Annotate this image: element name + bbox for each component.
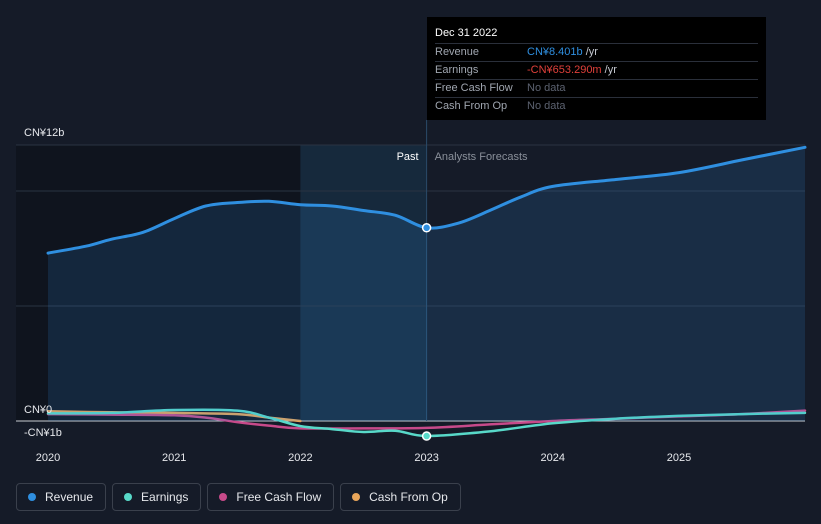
tooltip-row-unit: /yr	[582, 46, 598, 58]
x-tick-label: 2022	[288, 452, 312, 464]
tooltip-row-revenue: Revenue CN¥8.401b /yr	[435, 43, 758, 61]
legend-dot-icon	[219, 493, 228, 501]
tooltip-row-label: Cash From Op	[435, 100, 508, 112]
tooltip-row-label: Free Cash Flow	[435, 82, 513, 94]
revenue-area	[48, 147, 805, 422]
axis-layer: 2020 2021 2022 2023 2024 2025 CN¥12b CN¥0 -CN¥1b	[24, 127, 691, 464]
legend-item-revenue[interactable]: Revenue	[16, 483, 107, 511]
tooltip-row-value: No data	[527, 100, 566, 112]
y-tick-label: CN¥0	[24, 404, 52, 416]
legend-item-cash-from-op[interactable]: Cash From Op	[340, 483, 461, 511]
x-tick-label: 2023	[414, 452, 438, 464]
tooltip-row-free-cash-flow: Free Cash Flow No data	[435, 79, 758, 97]
hover-tooltip: Dec 31 2022 Revenue CN¥8.401b /yr Earnin…	[427, 17, 766, 120]
legend-label: Revenue	[45, 490, 94, 504]
x-tick-label: 2020	[36, 452, 60, 464]
legend: Revenue Earnings Free Cash Flow Cash Fro…	[16, 483, 461, 511]
x-tick-label: 2021	[162, 452, 186, 464]
legend-item-earnings[interactable]: Earnings	[112, 483, 202, 511]
hover-marker	[421, 431, 432, 441]
tooltip-row-value: No data	[527, 82, 566, 94]
tooltip-date: Dec 31 2022	[435, 27, 498, 39]
legend-dot-icon	[352, 493, 361, 501]
tooltip-row-earnings: Earnings -CN¥653.290m /yr	[435, 61, 758, 79]
legend-label: Cash From Op	[369, 490, 448, 504]
forecast-region-label: Analysts Forecasts	[435, 151, 528, 163]
grid-lines	[16, 144, 805, 422]
legend-dot-icon	[124, 493, 133, 501]
past-region-label: Past	[397, 151, 419, 163]
legend-label: Earnings	[141, 490, 189, 504]
tooltip-row-label: Revenue	[435, 46, 480, 58]
legend-dot-icon	[28, 493, 36, 501]
earnings-line	[46, 408, 807, 438]
tooltip-row-cash-from-op: Cash From Op No data	[435, 97, 758, 115]
revenue-line	[46, 145, 807, 255]
y-tick-label: CN¥12b	[24, 127, 64, 139]
tooltip-row-value: -CN¥653.290m	[527, 64, 602, 76]
legend-label: Free Cash Flow	[236, 490, 322, 504]
hover-marker	[421, 223, 432, 233]
x-tick-label: 2025	[667, 452, 691, 464]
tooltip-row-unit: /yr	[601, 64, 617, 76]
tooltip-row-value: CN¥8.401b	[527, 46, 583, 58]
series-layer	[46, 145, 807, 441]
tooltip-row-label: Earnings	[435, 64, 479, 76]
y-tick-label: -CN¥1b	[24, 427, 62, 439]
legend-item-free-cash-flow[interactable]: Free Cash Flow	[207, 483, 335, 511]
x-tick-label: 2024	[541, 452, 565, 464]
